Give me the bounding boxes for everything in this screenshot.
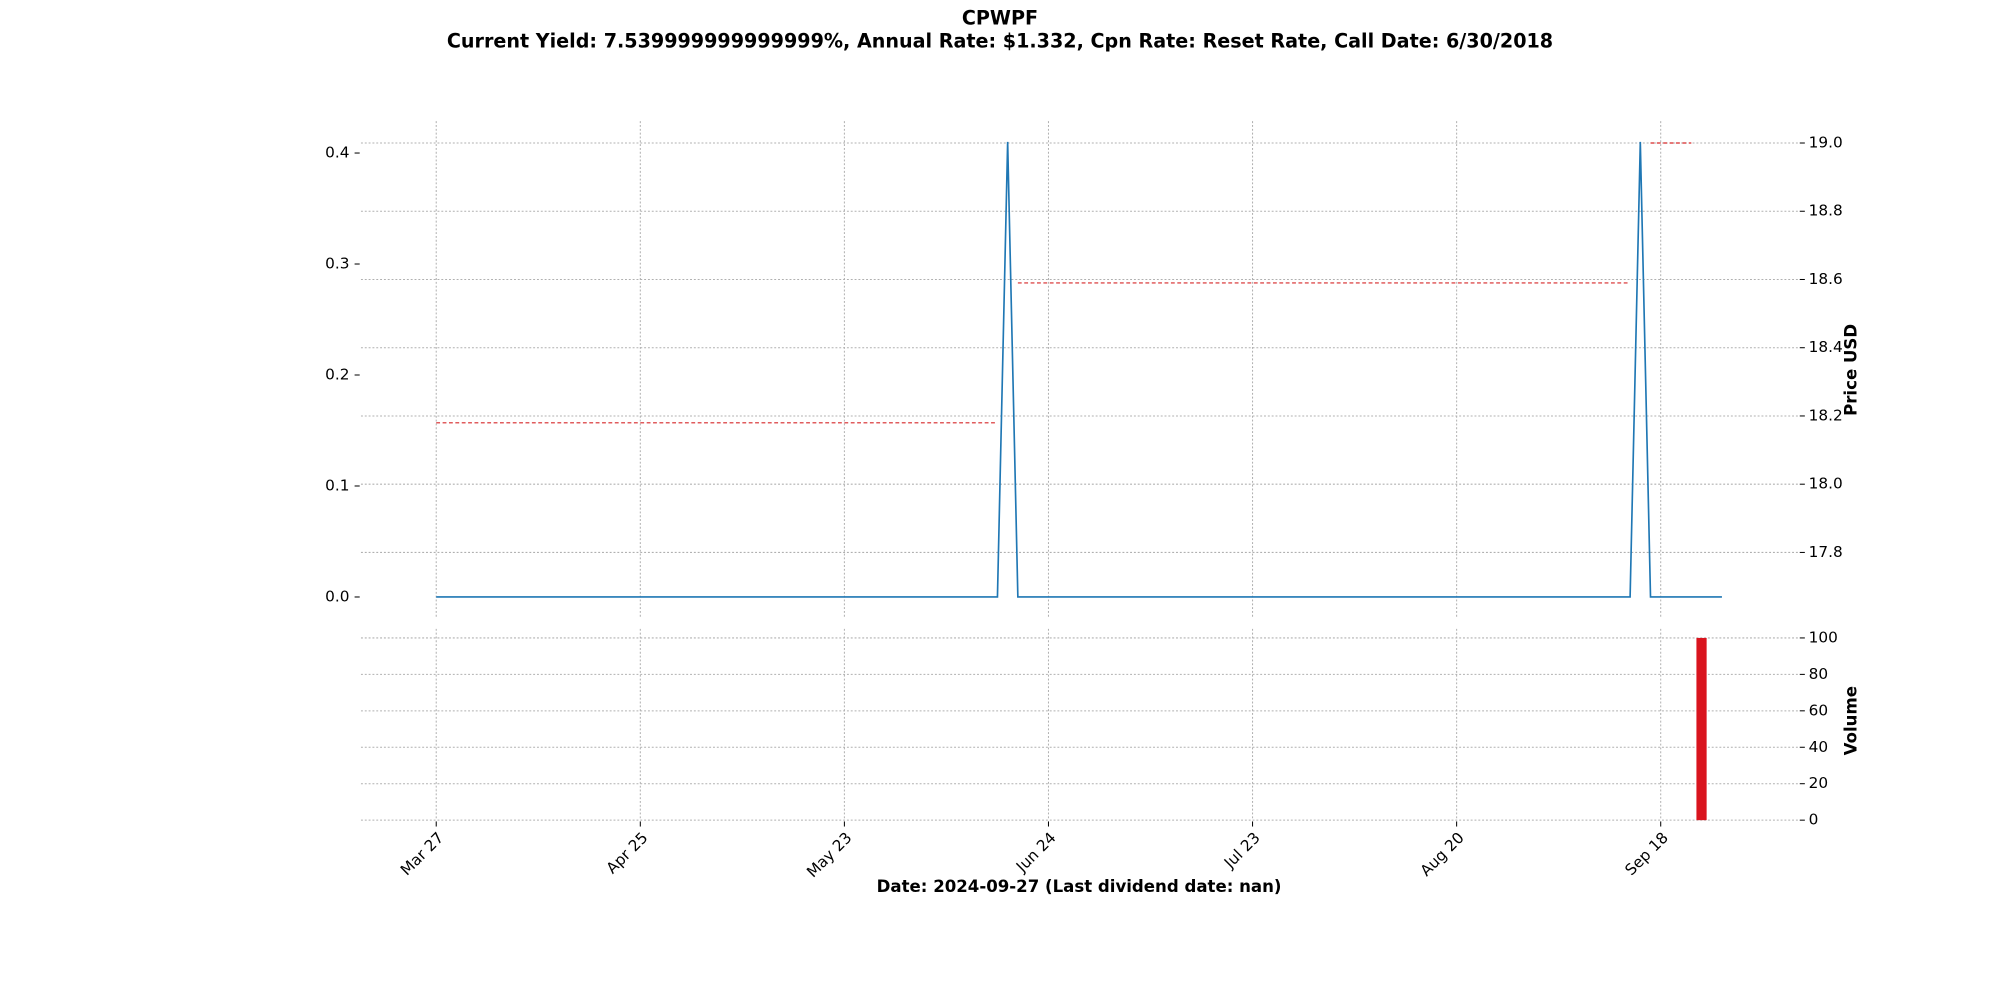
y-tick-label: 0.2 xyxy=(325,366,349,384)
y2-tick-label: 18.4 xyxy=(1809,338,1843,356)
y2-tick-label: 18.8 xyxy=(1809,202,1843,220)
volume-tick-label: 80 xyxy=(1809,665,1828,683)
volume-tick-label: 60 xyxy=(1809,701,1828,719)
y-tick-label: 0.0 xyxy=(325,587,349,605)
y2-tick-label: 18.2 xyxy=(1809,406,1843,424)
chart-subtitle: Current Yield: 7.539999999999999%, Annua… xyxy=(447,30,1553,53)
price-line xyxy=(436,142,1692,424)
x-tick-label: Apr 25 xyxy=(603,829,652,878)
volume-tick-label: 40 xyxy=(1809,738,1828,756)
y-tick-label: 0.1 xyxy=(325,476,349,494)
dividend-line xyxy=(436,141,1722,598)
volume-tick-label: 0 xyxy=(1809,811,1819,829)
y2-tick-label: 18.0 xyxy=(1809,475,1843,493)
y-tick-label: 0.4 xyxy=(325,144,349,162)
volume-tick-label: 20 xyxy=(1809,774,1828,792)
x-tick-label: Jul 23 xyxy=(1220,829,1264,873)
volume-axis-label: Volume xyxy=(1842,686,1861,755)
y2-axis-label: Price USD xyxy=(1842,324,1861,416)
volume-tick-label: 100 xyxy=(1809,628,1838,646)
x-tick-label: Mar 27 xyxy=(397,829,447,879)
y2-tick-label: 19.0 xyxy=(1809,134,1843,152)
y2-tick-label: 17.8 xyxy=(1809,543,1843,561)
x-axis-label: Date: 2024-09-27 (Last dividend date: na… xyxy=(877,877,1282,896)
x-tick-label: Jun 24 xyxy=(1012,829,1060,877)
chart-title: CPWPF xyxy=(962,7,1038,30)
x-tick-label: Sep 18 xyxy=(1622,829,1672,879)
volume-bar xyxy=(1696,637,1707,821)
y-tick-label: 0.3 xyxy=(325,255,349,273)
x-tick-label: May 23 xyxy=(803,829,855,881)
x-tick-label: Aug 20 xyxy=(1417,829,1468,880)
y2-tick-label: 18.6 xyxy=(1809,270,1843,288)
